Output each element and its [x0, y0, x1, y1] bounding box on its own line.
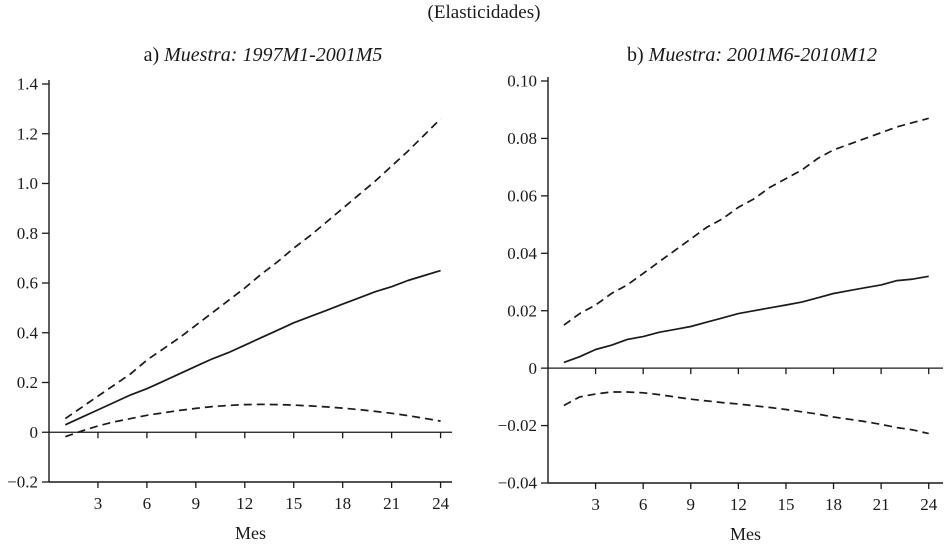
panel-b-sample-range: Muestra: 2001M6-2010M12	[648, 44, 877, 66]
panel-a-plot-area: 1.4 1.2 1.0 0.8 0.6 0.4 0.2 0 −0.2 3 6 9 12 15 18 21 24 M…	[7, 75, 452, 543]
panel-b-y-tick-label: −0.04	[498, 474, 538, 493]
panel-b-series-banda-inferior	[563, 391, 929, 435]
panel-b-x-tick-label: 9	[687, 495, 696, 514]
panel-a-x-tick-label: 12	[236, 494, 253, 513]
panel-a-x-tick-label: 9	[192, 494, 201, 513]
panel-a-series-banda-inferior	[65, 403, 441, 438]
panel-a-y-tick-label: 1.0	[17, 174, 38, 193]
panel-a-x-tick-label: 15	[285, 494, 302, 513]
panel-a-x-tick-label: 24	[432, 494, 450, 513]
panel-b-x-tick-label: 6	[639, 495, 648, 514]
panel-a-y-tick-label: 0	[30, 423, 39, 442]
panel-a-y-tick-label: 0.4	[17, 323, 39, 342]
panel-a-label: a)	[143, 44, 160, 66]
panel-b-y-tick-label: 0.10	[507, 72, 537, 91]
panel-a-y-tick-label: 0.8	[17, 224, 38, 243]
panel-a-title: a) Muestra: 1997M1-2001M5	[144, 44, 383, 67]
panel-a-xlabel: Mes	[235, 523, 266, 543]
panel-a-y-tick-label: 1.4	[17, 75, 39, 94]
panel-a-series-banda-superior	[64, 118, 442, 420]
panel-b-series-respuesta-estimada	[563, 275, 929, 364]
panel-b-y-tick-label: −0.02	[498, 416, 537, 435]
panel-a-y-tick-label: 1.2	[17, 124, 38, 143]
panel-b-y-tick-label: 0.06	[507, 186, 537, 205]
panel-b-x-tick-label: 18	[825, 495, 842, 514]
panel-b-y-tick-label: 0	[529, 359, 538, 378]
panel-b-label: b)	[627, 44, 644, 66]
panel-a-x-tick-label: 3	[94, 494, 103, 513]
panel-b-y-tick-label: 0.04	[507, 244, 537, 263]
panel-b-xlabel: Mes	[730, 524, 761, 544]
panel-b-series-banda-superior	[563, 117, 929, 326]
panel-a-x-tick-label: 6	[143, 494, 152, 513]
panel-a-x-tick-label: 18	[334, 494, 351, 513]
figure-title: (Elasticidades)	[427, 2, 541, 23]
panel-b-x-tick-label: 15	[777, 495, 794, 514]
panel-b-x-tick-label: 24	[920, 495, 938, 514]
panel-a-y-tick-label: 0.2	[17, 373, 38, 392]
panel-b-title: b) Muestra: 2001M6-2010M12	[627, 44, 877, 67]
panel-b-y-tick-label: 0.08	[507, 129, 537, 148]
panel-b-x-tick-label: 12	[730, 495, 747, 514]
panel-b-plot-area: 0.10 0.08 0.06 0.04 0.02 0 −0.02 −0.04 3 6 9 12 15 18…	[498, 72, 943, 544]
panel-b-y-tick-label: 0.02	[507, 301, 537, 320]
panel-b-x-tick-label: 3	[591, 495, 600, 514]
panel-a-series-respuesta-estimada	[64, 269, 441, 426]
panel-b-x-tick-label: 21	[873, 495, 890, 514]
panel-a-x-tick-label: 21	[383, 494, 400, 513]
panel-a-y-tick-label: −0.2	[7, 473, 38, 492]
panel-a-y-tick-label: 0.6	[17, 274, 38, 293]
panel-a-sample-range: Muestra: 1997M1-2001M5	[164, 44, 383, 66]
